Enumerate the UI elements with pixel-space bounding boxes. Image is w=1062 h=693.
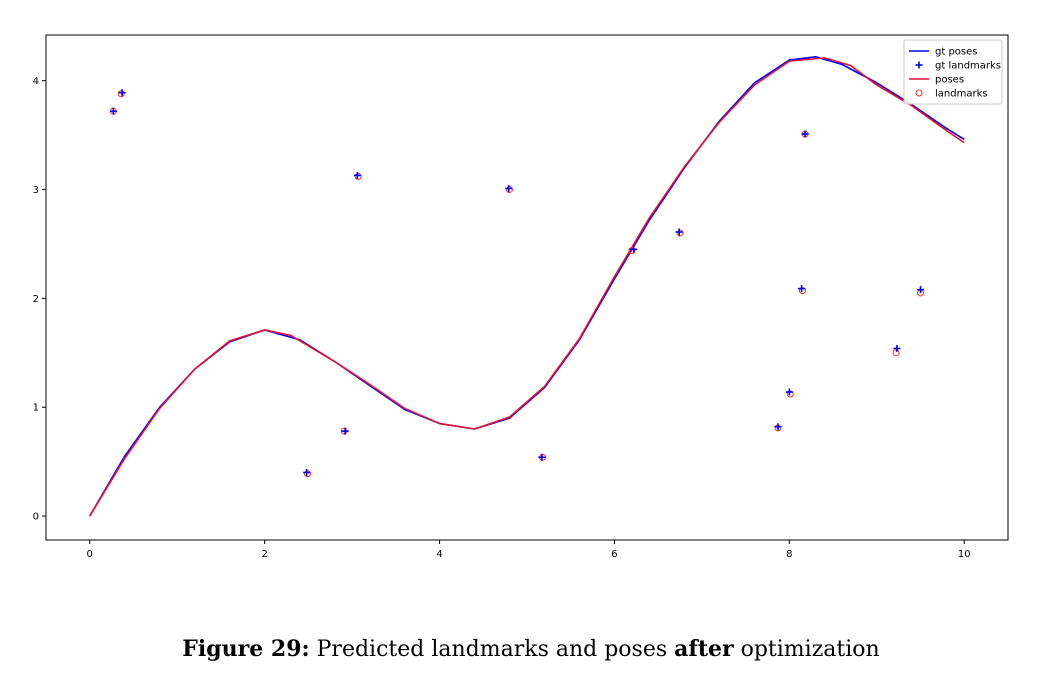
legend-label-landmarks: landmarks: [935, 89, 988, 100]
point-gt-landmarks: [893, 344, 901, 352]
point-gt-landmarks: [801, 130, 809, 138]
point-landmarks: [676, 229, 684, 237]
legend-swatch-landmarks: [915, 89, 923, 97]
y-tick-label: 0: [33, 512, 39, 523]
x-tick-label: 8: [786, 549, 792, 560]
legend-swatch-gt-landmarks: [915, 61, 923, 69]
caption-emphasis: after: [674, 636, 734, 662]
point-landmarks: [798, 287, 806, 295]
x-tick-label: 2: [261, 549, 267, 560]
point-gt-landmarks: [630, 245, 638, 253]
caption-text-2: optimization: [733, 637, 880, 662]
point-gt-landmarks: [505, 184, 513, 192]
legend-label-gt-poses: gt poses: [935, 47, 978, 58]
legend: gt poses gt landmarks poses landmarks: [903, 39, 1003, 105]
y-tick-label: 4: [33, 76, 39, 87]
legend-label-poses: poses: [935, 75, 964, 86]
point-gt-landmarks: [353, 171, 361, 179]
legend-label-gt-landmarks: gt landmarks: [935, 61, 1001, 72]
axis-ticks: 0 2 4 6 8 10 0 1 2 3 4: [33, 76, 971, 560]
point-landmarks: [303, 470, 311, 478]
plot-frame: [45, 34, 1009, 541]
point-gt-landmarks: [341, 427, 349, 435]
figure: 0 2 4 6 8 10 0 1 2 3 4 gt poses gt landmarks poses la…: [33, 34, 1009, 560]
point-gt-landmarks: [303, 469, 311, 477]
point-landmarks: [117, 90, 125, 98]
plot-marks: [89, 55, 965, 517]
point-landmarks: [354, 172, 362, 180]
figure-caption: Figure 29: Predicted landmarks and poses…: [0, 636, 1062, 662]
caption-label: Figure 29:: [182, 636, 310, 662]
point-landmarks: [628, 246, 636, 254]
point-gt-landmarks: [798, 285, 806, 293]
x-tick-label: 6: [611, 549, 617, 560]
y-tick-label: 2: [33, 294, 39, 305]
y-tick-label: 1: [33, 403, 39, 414]
point-gt-landmarks: [917, 286, 925, 294]
point-gt-landmarks: [118, 89, 126, 97]
point-landmarks: [506, 186, 514, 194]
point-gt-landmarks: [774, 423, 782, 431]
point-gt-landmarks: [109, 107, 117, 115]
x-tick-label: 4: [436, 549, 442, 560]
legend-box: [903, 39, 1003, 105]
x-tick-label: 0: [87, 549, 93, 560]
point-landmarks: [892, 349, 900, 357]
point-gt-landmarks: [675, 228, 683, 236]
point-landmarks: [786, 390, 794, 398]
series-line-gt-poses: [89, 55, 965, 517]
caption-text-1: Predicted landmarks and poses: [309, 637, 675, 662]
x-tick-label: 10: [958, 549, 971, 560]
series-line-poses: [89, 57, 965, 517]
point-gt-landmarks: [538, 453, 546, 461]
y-tick-label: 3: [33, 185, 39, 196]
point-gt-landmarks: [785, 388, 793, 396]
